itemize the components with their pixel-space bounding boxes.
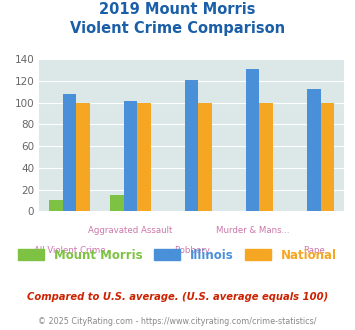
Bar <box>246 69 260 211</box>
Bar <box>137 103 151 211</box>
Bar <box>49 200 63 211</box>
Text: © 2025 CityRating.com - https://www.cityrating.com/crime-statistics/: © 2025 CityRating.com - https://www.city… <box>38 317 317 326</box>
Bar <box>76 103 90 211</box>
Text: Murder & Mans...: Murder & Mans... <box>216 226 290 235</box>
Text: Compared to U.S. average. (U.S. average equals 100): Compared to U.S. average. (U.S. average … <box>27 292 328 302</box>
Bar <box>110 195 124 211</box>
Text: Aggravated Assault: Aggravated Assault <box>88 226 173 235</box>
Text: Robbery: Robbery <box>174 246 210 255</box>
Bar <box>307 89 321 211</box>
Bar <box>63 94 76 211</box>
Bar <box>321 103 334 211</box>
Bar <box>198 103 212 211</box>
Legend: Mount Morris, Illinois, National: Mount Morris, Illinois, National <box>13 244 342 266</box>
Bar <box>185 80 198 211</box>
Bar <box>124 101 137 211</box>
Bar <box>260 103 273 211</box>
Text: All Violent Crime: All Violent Crime <box>34 246 105 255</box>
Text: Rape: Rape <box>303 246 325 255</box>
Text: Violent Crime Comparison: Violent Crime Comparison <box>70 21 285 36</box>
Text: 2019 Mount Morris: 2019 Mount Morris <box>99 2 256 16</box>
